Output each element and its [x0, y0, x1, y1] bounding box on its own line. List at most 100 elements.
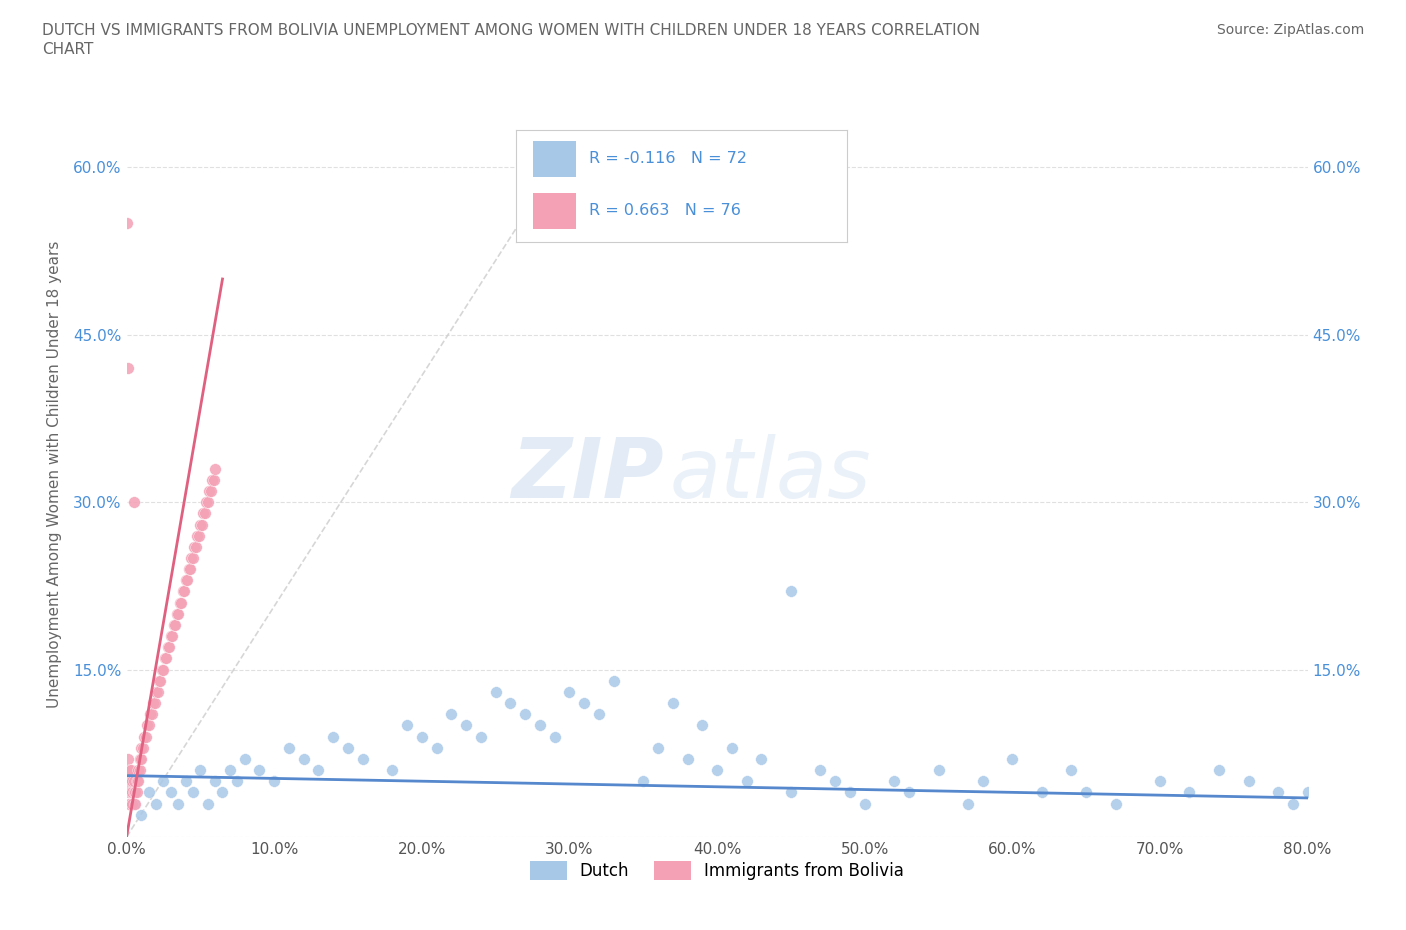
Point [485, 684, 508, 699]
Point [337, 740, 360, 755]
Text: ZIP: ZIP [512, 433, 664, 515]
Point [411, 729, 433, 744]
Point [499, 696, 522, 711]
Point [633, 774, 655, 789]
Point [141, 707, 163, 722]
Point [142, 696, 165, 711]
Point [574, 696, 596, 711]
Point [515, 707, 537, 722]
Point [352, 751, 374, 766]
Point [202, 472, 225, 487]
Point [132, 740, 155, 755]
Point [839, 785, 862, 800]
Point [166, 606, 188, 621]
Point [662, 696, 685, 711]
Point [188, 763, 212, 777]
Point [470, 729, 492, 744]
Point [1060, 763, 1083, 777]
Point [143, 696, 166, 711]
Point [898, 785, 921, 800]
Point [1149, 774, 1171, 789]
Point [124, 796, 146, 811]
Point [118, 785, 141, 800]
Point [121, 785, 143, 800]
Point [155, 651, 177, 666]
Point [1031, 785, 1053, 800]
Point [134, 729, 156, 744]
Point [1282, 796, 1305, 811]
Point [117, 751, 139, 766]
Point [165, 618, 187, 632]
Point [219, 763, 242, 777]
Text: atlas: atlas [669, 433, 872, 515]
Point [198, 484, 221, 498]
Point [172, 584, 194, 599]
Point [544, 729, 567, 744]
Point [169, 595, 191, 610]
Point [128, 751, 150, 766]
Point [121, 796, 143, 811]
Point [1208, 763, 1230, 777]
Point [160, 785, 183, 800]
Point [122, 495, 145, 510]
Point [127, 763, 149, 777]
Point [249, 763, 271, 777]
Point [928, 763, 950, 777]
Point [456, 718, 478, 733]
Point [200, 484, 222, 498]
Point [152, 662, 174, 677]
Point [125, 785, 148, 800]
Point [824, 774, 846, 789]
Point [751, 751, 773, 766]
Point [204, 774, 226, 789]
Point [179, 562, 201, 577]
Point [972, 774, 994, 789]
Point [150, 662, 173, 677]
Text: CHART: CHART [42, 42, 94, 57]
Point [120, 774, 142, 789]
Point [381, 763, 404, 777]
Point [308, 763, 330, 777]
Point [122, 796, 145, 811]
Point [167, 606, 190, 621]
Point [129, 807, 153, 822]
Point [117, 216, 139, 231]
Point [180, 551, 202, 565]
Point [529, 718, 551, 733]
Point [853, 796, 876, 811]
Point [118, 774, 141, 789]
Point [125, 774, 148, 789]
Point [129, 751, 153, 766]
Point [1001, 751, 1024, 766]
Point [138, 785, 160, 800]
Point [129, 740, 153, 755]
Point [883, 774, 905, 789]
Point [117, 361, 139, 376]
Point [174, 573, 197, 588]
Point [160, 629, 183, 644]
Point [127, 774, 149, 789]
Point [162, 629, 184, 644]
Point [136, 718, 159, 733]
Point [148, 673, 170, 688]
Point [188, 517, 212, 532]
Point [157, 640, 180, 655]
Point [146, 684, 169, 699]
Point [183, 539, 205, 554]
Point [396, 718, 419, 733]
Point [191, 517, 214, 532]
Point [118, 796, 141, 811]
Point [170, 595, 193, 610]
Point [692, 718, 714, 733]
Point [177, 562, 200, 577]
Point [780, 584, 803, 599]
Point [426, 740, 449, 755]
Point [118, 763, 141, 777]
Point [721, 740, 744, 755]
Point [120, 763, 142, 777]
Point [139, 707, 162, 722]
Point [957, 796, 980, 811]
Point [156, 640, 179, 655]
Point [676, 751, 699, 766]
Point [120, 785, 142, 800]
